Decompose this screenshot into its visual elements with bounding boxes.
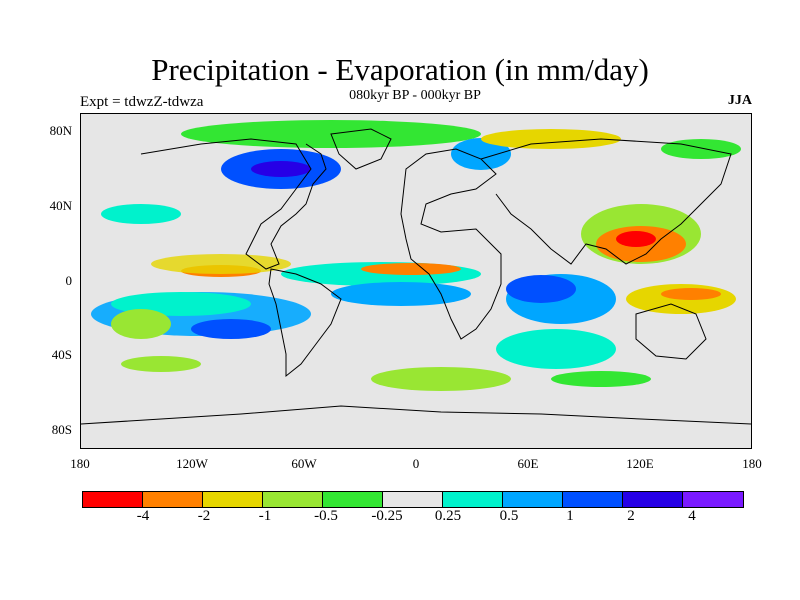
lat-tick-label: 0	[65, 273, 73, 288]
colorbar-swatch	[623, 492, 683, 507]
experiment-label: Expt = tdwzZ-tdwza	[80, 94, 204, 110]
season-label: JJA	[727, 93, 752, 108]
colorbar-tick-label: -0.25	[371, 508, 403, 524]
colorbar-tick-label: 0.25	[434, 508, 462, 524]
chart-title: Precipitation - Evaporation (in mm/day)	[151, 52, 649, 87]
colorbar-swatch	[263, 492, 323, 507]
colorbar-swatch	[83, 492, 143, 507]
colorbar-swatch	[683, 492, 743, 507]
lat-tick-label: 80N	[49, 123, 72, 138]
coastlines	[81, 128, 751, 425]
colorbar-tick-label: -2	[197, 508, 211, 524]
colorbar-tick-label: -1	[258, 508, 272, 524]
colorbar-tick-label: -4	[136, 508, 150, 524]
chart-subtitle: 080kyr BP - 000kyr BP	[349, 88, 481, 103]
colorbar-tick-label: -0.5	[314, 508, 338, 524]
colorbar	[82, 491, 744, 508]
colorbar-swatch	[503, 492, 563, 507]
colorbar-swatch	[323, 492, 383, 507]
lat-tick-label: 40N	[49, 198, 72, 213]
colorbar-swatch	[443, 492, 503, 507]
colorbar-swatch	[383, 492, 443, 507]
lat-tick-label: 40S	[51, 347, 72, 362]
colorbar-tick-label: 1	[566, 508, 574, 524]
colorbar-tick-label: 0.5	[499, 508, 519, 524]
colorbar-tick-label: 2	[627, 508, 635, 524]
lon-tick-label: 60W	[291, 456, 317, 471]
lon-tick-label: 120E	[626, 456, 654, 471]
colorbar-swatch	[203, 492, 263, 507]
lon-tick-label: 0	[412, 456, 420, 471]
colorbar-swatch	[143, 492, 203, 507]
lon-tick-label: 120W	[176, 456, 208, 471]
lon-tick-label: 180	[742, 456, 762, 471]
map-svg	[81, 120, 751, 425]
lat-tick-label: 80S	[51, 422, 72, 437]
lon-tick-label: 180	[70, 456, 90, 471]
colorbar-swatch	[563, 492, 623, 507]
colorbar-tick-label: 4	[688, 508, 696, 524]
map-plot-area	[80, 113, 752, 449]
lon-tick-label: 60E	[517, 456, 539, 471]
